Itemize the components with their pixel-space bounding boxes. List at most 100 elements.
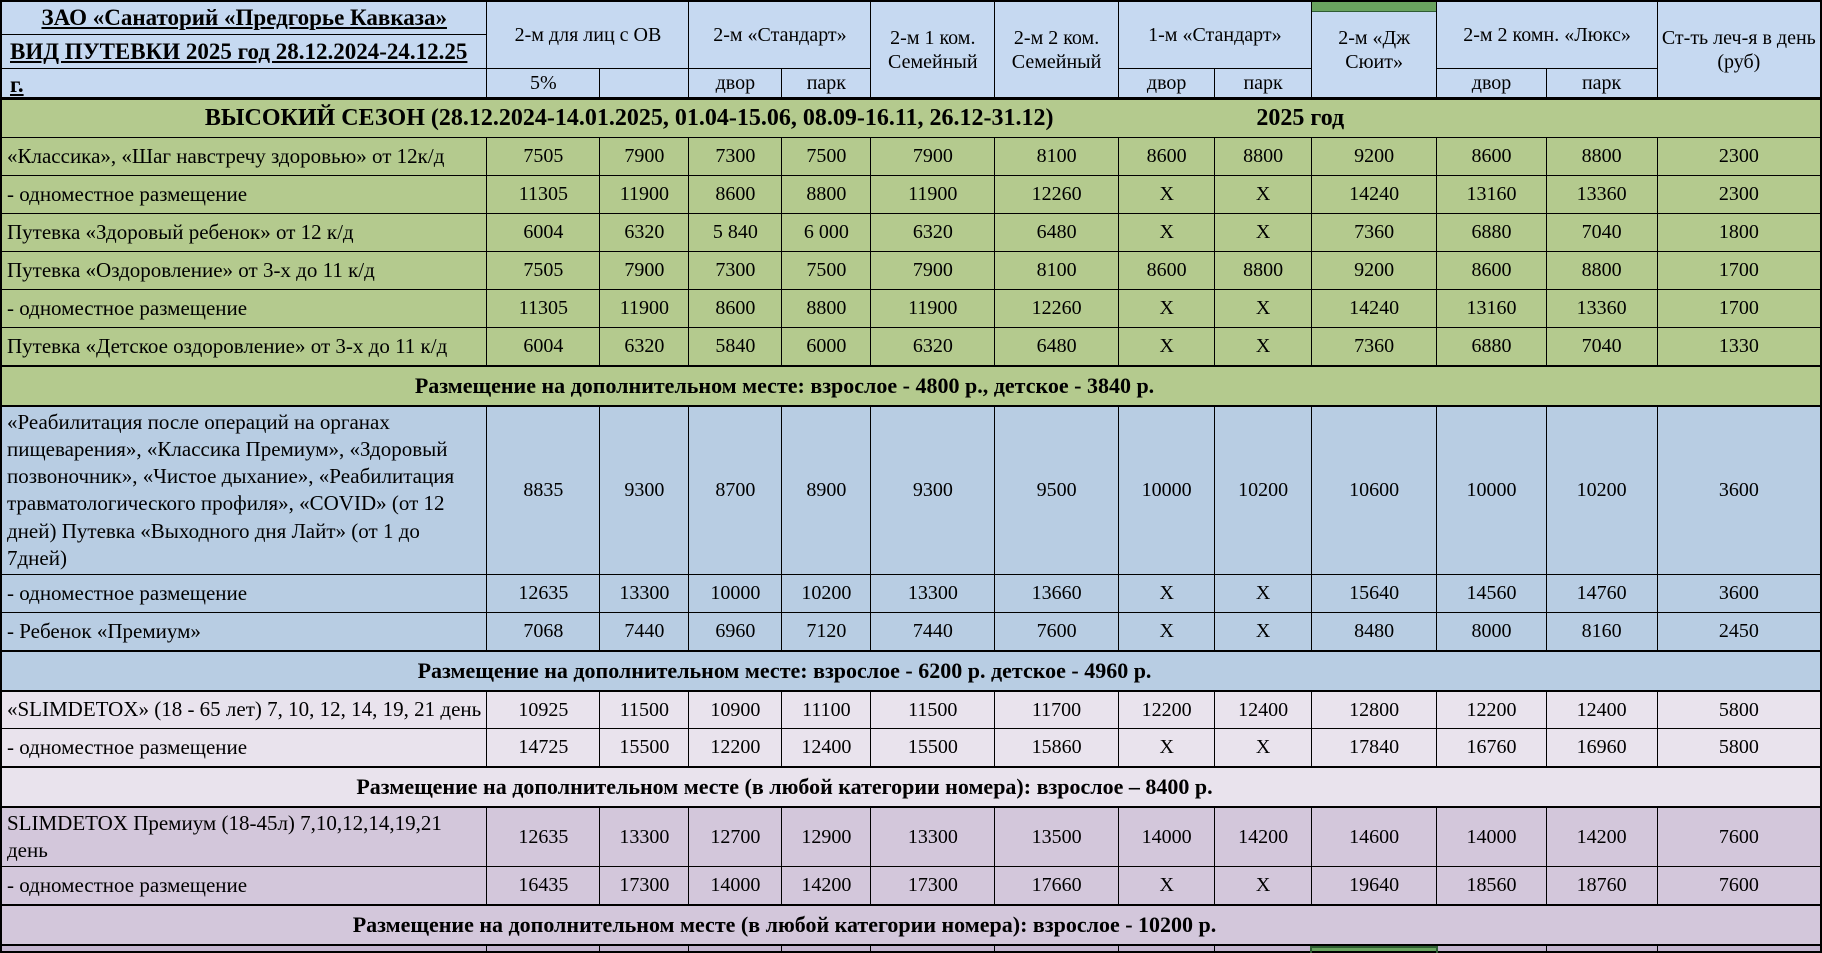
price-cell[interactable]: 11700 <box>994 690 1119 730</box>
price-cell[interactable]: Х <box>1214 289 1312 328</box>
price-cell[interactable]: 8700 <box>688 404 783 576</box>
subcol-lux-park[interactable]: парк <box>1545 68 1658 100</box>
price-cell[interactable]: 6960 <box>688 612 783 652</box>
price-cell[interactable]: 12260 <box>994 175 1119 214</box>
col-group-2m-1room-family[interactable]: 2-м 1 ком. Семейный <box>870 0 996 99</box>
price-cell[interactable]: 17660 <box>994 866 1119 906</box>
price-cell[interactable]: Х <box>1117 728 1216 768</box>
price-cell[interactable]: 9300 <box>599 404 690 576</box>
price-cell[interactable]: 7500 <box>781 251 872 290</box>
price-cell[interactable]: 15640 <box>1310 574 1438 614</box>
price-cell[interactable]: Х <box>1117 327 1216 366</box>
price-cell[interactable]: 8600 <box>1436 137 1547 176</box>
price-cell[interactable]: 7500 <box>781 137 872 176</box>
price-cell[interactable]: Х <box>1214 175 1312 214</box>
price-cell[interactable]: 12400 <box>1214 690 1312 730</box>
price-cell[interactable]: 5840 <box>688 327 783 366</box>
price-cell[interactable]: 7440 <box>599 612 690 652</box>
price-cell[interactable]: 7040 <box>1545 327 1658 366</box>
col-group-2m-2room-lux[interactable]: 2-м 2 комн. «Люкс» <box>1436 0 1658 69</box>
row-label[interactable]: - одноместное размещение <box>0 866 488 906</box>
price-cell[interactable]: 8100 <box>994 251 1119 290</box>
price-cell[interactable]: 10900 <box>688 690 783 730</box>
price-cell[interactable]: 11100 <box>781 690 872 730</box>
price-cell[interactable]: 15860 <box>994 728 1119 768</box>
price-cell[interactable]: Х <box>1117 175 1216 214</box>
price-cell[interactable]: 16960 <box>1545 728 1658 768</box>
price-cell[interactable]: Х <box>1214 728 1312 768</box>
price-cell[interactable]: 9200 <box>1310 137 1438 176</box>
price-cell[interactable]: 18760 <box>1545 866 1658 906</box>
price-cell[interactable]: 5800 <box>1656 728 1822 768</box>
price-cell[interactable]: 7505 <box>486 137 601 176</box>
row-label[interactable]: Путевка «Оздоровление» от 3-х до 11 к/д <box>0 251 488 290</box>
title-cell[interactable]: ЗАО «Санаторий «Предгорье Кавказа» ВИД П… <box>0 0 488 100</box>
price-cell[interactable]: 11900 <box>599 289 690 328</box>
price-cell[interactable]: 6320 <box>870 213 996 252</box>
price-cell[interactable]: 8600 <box>1436 251 1547 290</box>
price-cell[interactable]: 7600 <box>1656 806 1822 868</box>
price-cell[interactable]: 7360 <box>1310 327 1438 366</box>
price-cell[interactable]: 13300 <box>870 806 996 868</box>
price-cell[interactable]: 11305 <box>486 289 601 328</box>
subcol-ov-blank[interactable] <box>599 68 690 100</box>
price-cell[interactable]: 7360 <box>1310 213 1438 252</box>
price-cell[interactable]: 7600 <box>994 612 1119 652</box>
price-cell[interactable]: Х <box>1214 612 1312 652</box>
price-cell[interactable]: 3600 <box>1656 574 1822 614</box>
price-cell[interactable]: Х <box>1117 289 1216 328</box>
price-cell[interactable]: 8800 <box>781 289 872 328</box>
row-label[interactable]: - одноместное размещение <box>0 574 488 614</box>
subcol-5percent[interactable]: 5% <box>486 68 601 100</box>
row-label[interactable]: - одноместное размещение <box>0 289 488 328</box>
price-cell[interactable]: 5800 <box>1656 690 1822 730</box>
price-cell[interactable]: 11500 <box>870 690 996 730</box>
price-cell[interactable]: 2300 <box>1656 175 1822 214</box>
price-cell[interactable]: 12635 <box>486 574 601 614</box>
price-cell[interactable]: 7900 <box>870 137 996 176</box>
col-group-treatment-cost[interactable]: Ст-ть леч-я в день (руб) <box>1656 0 1822 99</box>
price-cell[interactable]: 12260 <box>994 289 1119 328</box>
price-cell[interactable]: Х <box>1214 327 1312 366</box>
price-cell[interactable]: 6880 <box>1436 327 1547 366</box>
price-cell[interactable]: 14200 <box>1545 806 1658 868</box>
price-cell[interactable]: Х <box>1214 574 1312 614</box>
price-cell[interactable]: 14200 <box>781 866 872 906</box>
price-cell[interactable]: 8835 <box>486 404 601 576</box>
price-cell[interactable]: 6480 <box>994 327 1119 366</box>
price-cell[interactable]: 12400 <box>1545 690 1658 730</box>
price-cell[interactable]: 1800 <box>1656 213 1822 252</box>
price-cell[interactable]: 2450 <box>1656 612 1822 652</box>
subcol-standart-park[interactable]: парк <box>781 68 872 100</box>
price-cell[interactable]: Х <box>1214 213 1312 252</box>
price-cell[interactable]: 14200 <box>1214 806 1312 868</box>
price-cell[interactable]: 6480 <box>994 213 1119 252</box>
price-cell[interactable]: 7300 <box>688 251 783 290</box>
col-group-junior-suite[interactable]: 2-м «Дж Сюит» <box>1310 0 1438 99</box>
price-cell[interactable]: 11500 <box>599 690 690 730</box>
price-cell[interactable]: 7300 <box>688 137 783 176</box>
price-cell[interactable]: 9500 <box>994 404 1119 576</box>
price-cell[interactable]: 7900 <box>599 137 690 176</box>
price-cell[interactable]: 13500 <box>994 806 1119 868</box>
price-cell[interactable]: 17840 <box>1310 728 1438 768</box>
price-cell[interactable]: 10600 <box>1310 404 1438 576</box>
price-cell[interactable]: 6880 <box>1436 213 1547 252</box>
price-cell[interactable]: 8800 <box>781 175 872 214</box>
band-note[interactable]: Размещение на дополнительном месте (в лю… <box>0 765 1822 808</box>
price-cell[interactable]: 8480 <box>1310 612 1438 652</box>
price-cell[interactable]: 2300 <box>1656 137 1822 176</box>
price-cell[interactable]: 19640 <box>1310 866 1438 906</box>
price-cell[interactable]: 13660 <box>994 574 1119 614</box>
price-cell[interactable]: 13300 <box>870 574 996 614</box>
price-cell[interactable]: 9300 <box>870 404 996 576</box>
price-cell[interactable]: 11900 <box>870 289 996 328</box>
price-cell[interactable]: 12200 <box>1117 690 1216 730</box>
price-cell[interactable]: 13360 <box>1545 289 1658 328</box>
price-cell[interactable]: 3600 <box>1656 404 1822 576</box>
price-cell[interactable]: 1330 <box>1656 327 1822 366</box>
price-cell[interactable]: 8800 <box>1545 137 1658 176</box>
price-cell[interactable]: 6 000 <box>781 213 872 252</box>
price-cell[interactable]: 8600 <box>1117 251 1216 290</box>
price-cell[interactable]: 5 840 <box>688 213 783 252</box>
